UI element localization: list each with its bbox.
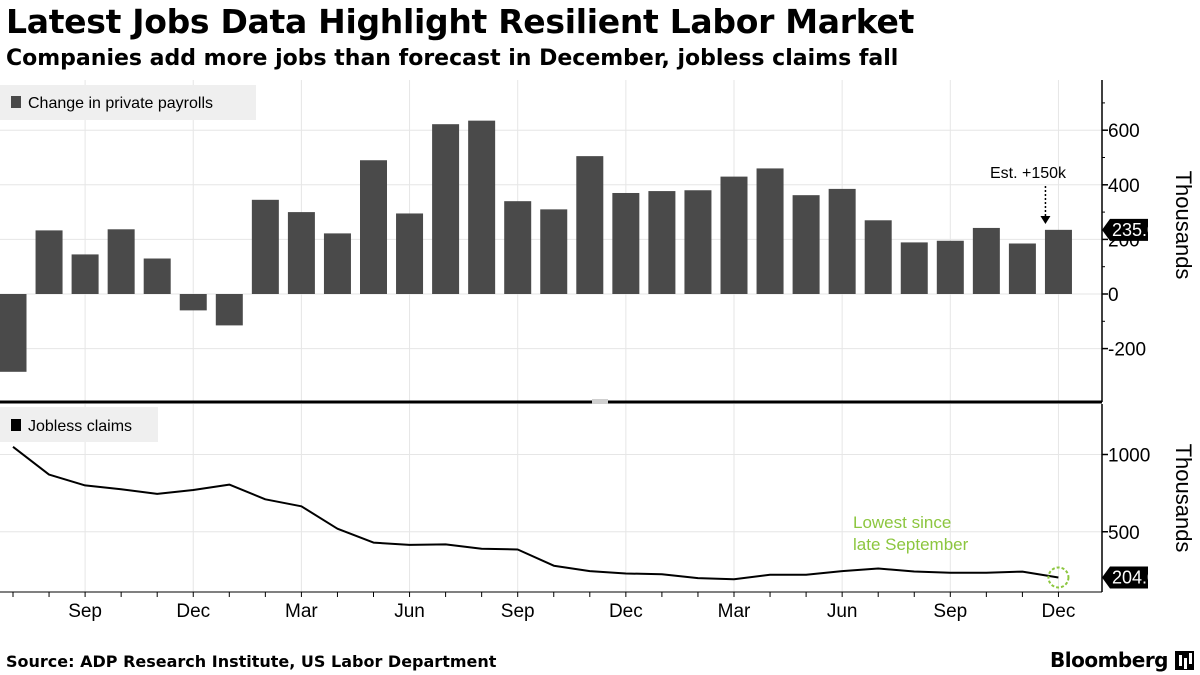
payroll-bar [323,233,351,294]
payroll-bar [612,192,640,294]
payroll-bar [143,258,171,294]
claims-y-tick-label: 500 [1108,523,1140,544]
lowest-annotation-line1: Lowest since [853,513,951,532]
estimate-annotation: Est. +150k [990,165,1067,182]
payroll-bar [756,168,784,294]
payroll-bar [900,242,928,294]
payroll-bar [648,191,676,294]
legend-claims-bg [0,407,158,442]
panel-resize-handle [592,399,608,404]
claims-last-value-flag [1102,566,1148,589]
x-axis-month-label: Mar [285,601,318,622]
payroll-bar [936,240,964,294]
payroll-bar [35,230,63,294]
payroll-bar [360,160,387,294]
payroll-bar [540,209,568,294]
payroll-bar [504,201,532,294]
legend-claims-swatch [11,419,21,431]
payrolls-y-tick-label: 400 [1108,176,1140,197]
legend-payrolls-bg [0,85,256,120]
payroll-bar [71,254,99,294]
legend-payrolls: Change in private payrolls [0,85,256,120]
claims-last-value: 204.0 [1112,567,1157,587]
claims-line-group [12,446,1070,589]
payroll-bars [0,120,1072,372]
payroll-bar [684,190,712,294]
payrolls-last-value: 235.0 [1112,220,1157,240]
estimate-arrow-head [1040,216,1051,224]
payrolls-last-value-flag [1102,218,1148,241]
legend-payrolls-label: Change in private payrolls [28,95,213,112]
lowest-annotation-line2: late September [853,535,969,554]
legend-claims: Jobless claims [0,407,158,442]
axes [0,80,1108,597]
claims-y-tick-label: 1000 [1108,446,1150,467]
payroll-bar [828,188,856,294]
x-axis-month-label: Sep [68,601,102,622]
x-axis-month-label: Dec [1042,601,1076,622]
payroll-bar [251,199,279,294]
x-axis-month-label: Dec [176,601,210,622]
chart-title: Latest Jobs Data Highlight Resilient Lab… [6,2,915,41]
source-note: Source: ADP Research Institute, US Labor… [6,652,497,671]
claims-y-axis-title: Thousands [1171,444,1196,553]
payroll-bar [972,227,1000,294]
legend-payrolls-swatch [11,96,21,108]
payroll-bar [215,294,243,326]
payroll-bar [792,195,820,294]
payroll-bar [107,229,135,294]
payroll-bar [179,294,207,311]
payroll-bar [432,124,460,294]
payroll-bar [864,220,892,294]
claims-line [12,446,1059,581]
x-axis-month-label: Jun [394,601,425,622]
payrolls-last-value-callout: 235.0 [1102,218,1157,241]
claims-highlight-ring [1047,566,1070,589]
payroll-bar [1044,229,1072,294]
x-axis-month-label: Sep [933,601,967,622]
payrolls-y-tick-label: 0 [1108,285,1119,306]
legend-claims-label: Jobless claims [28,418,132,435]
x-axis-month-label: Sep [501,601,535,622]
payroll-bar [720,176,748,294]
claims-last-value-callout: 204.0 [1102,566,1157,589]
x-axis-month-label: Mar [718,601,751,622]
bloomberg-logo: Bloomberg [1050,648,1168,672]
bloomberg-terminal-icon [1175,651,1194,670]
payroll-bar [0,294,27,372]
payrolls-y-tick-label: -200 [1108,340,1146,361]
payroll-bar [287,212,315,294]
estimate-arrow [1040,186,1051,224]
payrolls-y-axis-title: Thousands [1171,171,1196,280]
x-axis-month-label: Jun [827,601,858,622]
payroll-bar [1008,243,1036,294]
payrolls-y-tick-label: 600 [1108,121,1140,142]
payroll-bar [468,120,496,294]
payroll-bar [396,213,424,294]
chart-subtitle: Companies add more jobs than forecast in… [6,46,899,71]
payroll-bar [576,156,604,294]
x-axis-month-label: Dec [609,601,643,622]
